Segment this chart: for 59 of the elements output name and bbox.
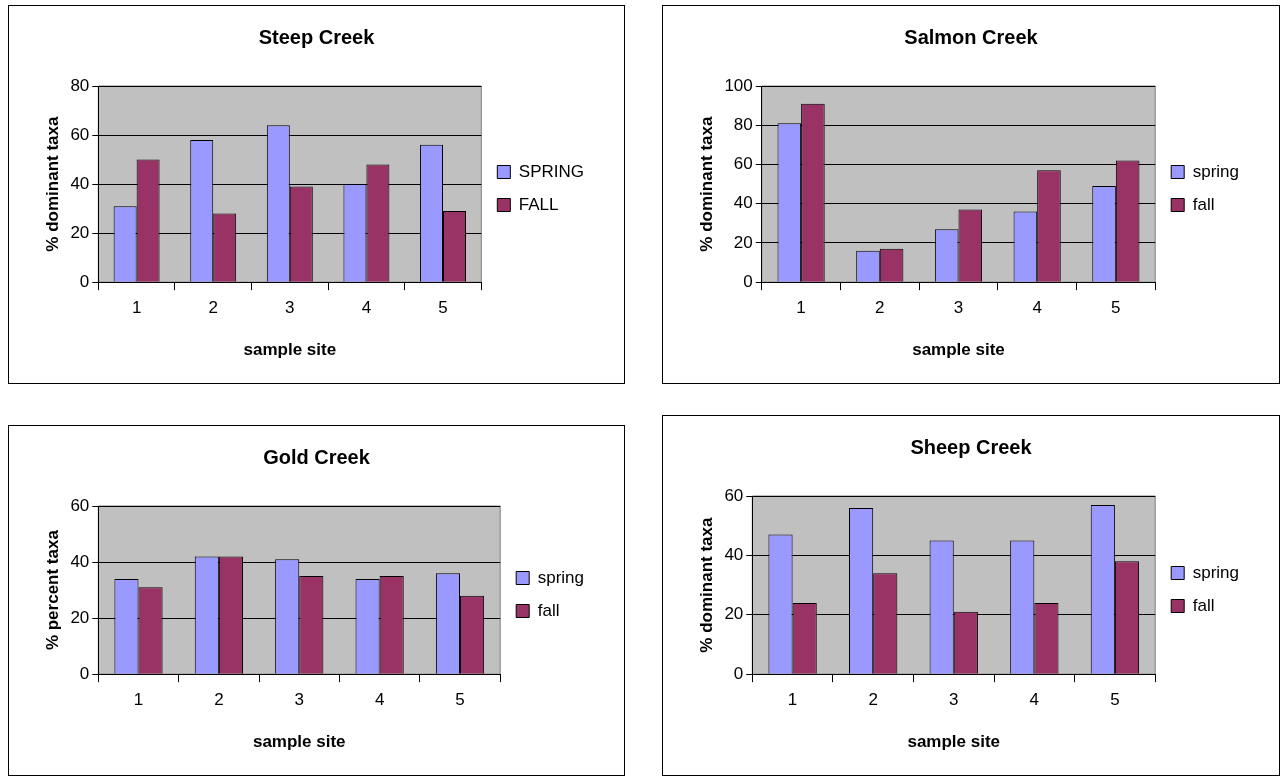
y-tick-label: 80: [70, 75, 90, 95]
x-tick-label: 4: [374, 690, 385, 710]
x-tick-label: 3: [949, 690, 959, 710]
chart-title: Gold Creek: [263, 445, 371, 468]
legend-label: spring: [537, 567, 585, 587]
x-tick-label: 3: [953, 298, 964, 318]
y-tick-label: 20: [733, 232, 753, 252]
x-tick-label: 1: [787, 690, 798, 710]
x-tick-label: 2: [875, 298, 885, 318]
y-tick-label: 40: [724, 545, 744, 565]
legend-label: spring: [1192, 161, 1240, 181]
x-tick-label: 4: [1032, 298, 1042, 318]
y-tick-label: 100: [724, 75, 753, 95]
y-tick-label: 0: [79, 271, 90, 291]
y-tick-label: 60: [724, 485, 744, 505]
y-axis-title: % dominant taxa: [696, 517, 716, 653]
x-tick-label: 5: [1111, 298, 1121, 318]
y-tick-label: 60: [733, 154, 753, 174]
y-tick-label: 40: [70, 173, 90, 193]
y-tick-label: 20: [724, 604, 744, 624]
legend-label: fall: [1192, 194, 1215, 214]
y-tick-label: 60: [70, 495, 90, 515]
x-axis-title: sample site: [907, 732, 1001, 752]
legend-label: FALL: [518, 194, 559, 214]
x-tick-label: 4: [1029, 690, 1040, 710]
y-tick-label: 20: [70, 607, 90, 627]
x-tick-label: 1: [796, 298, 806, 318]
x-tick-label: 2: [868, 690, 878, 710]
y-tick-label: 40: [733, 193, 753, 213]
x-tick-label: 2: [208, 298, 218, 318]
y-tick-label: 0: [733, 663, 744, 683]
y-tick-label: 0: [743, 271, 753, 291]
x-tick-label: 5: [1110, 690, 1120, 710]
legend-label: SPRING: [518, 161, 585, 181]
x-tick-label: 5: [438, 298, 448, 318]
y-axis-title: % dominant taxa: [42, 116, 62, 252]
chart-title: Sheep Creek: [910, 435, 1033, 458]
x-tick-label: 4: [361, 298, 372, 318]
x-axis-title: sample site: [243, 340, 337, 360]
chart-title: Steep Creek: [258, 25, 376, 48]
x-tick-label: 5: [455, 690, 465, 710]
y-tick-label: 40: [70, 551, 90, 571]
y-tick-label: 20: [70, 222, 90, 242]
legend-label: spring: [1192, 562, 1240, 582]
x-tick-label: 2: [214, 690, 224, 710]
chart-title: Salmon Creek: [904, 25, 1039, 48]
y-tick-label: 80: [733, 114, 753, 134]
x-axis-title: sample site: [252, 732, 346, 752]
x-tick-label: 3: [285, 298, 295, 318]
x-tick-label: 3: [294, 690, 304, 710]
y-axis-title: % dominant taxa: [696, 116, 716, 252]
legend-label: fall: [537, 600, 560, 620]
y-tick-label: 0: [79, 663, 90, 683]
x-axis-title: sample site: [912, 340, 1005, 360]
legend-label: fall: [1192, 595, 1215, 615]
y-tick-label: 60: [70, 124, 90, 144]
x-tick-label: 1: [133, 690, 144, 710]
x-tick-label: 1: [131, 298, 142, 318]
y-axis-title: % percent taxa: [42, 529, 62, 651]
